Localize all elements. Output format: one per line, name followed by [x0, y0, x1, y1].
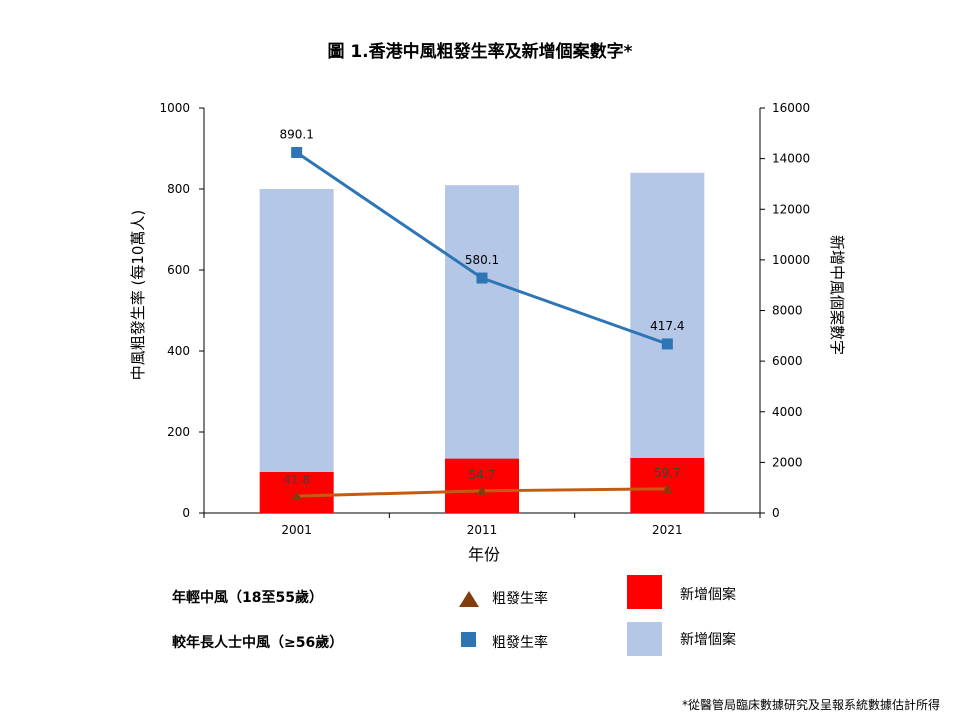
y-right-tick-label: 12000	[772, 202, 810, 216]
legend-line-label: 粗發生率	[492, 591, 548, 607]
square-marker-icon	[461, 632, 476, 647]
data-point-square	[476, 272, 488, 284]
y-right-tick-label: 2000	[772, 455, 803, 469]
data-label: 54.7	[469, 468, 496, 482]
legend-row-older: 較年長人士中風（≥56歲） 粗發生率 新增個案	[0, 620, 960, 660]
y-left-tick-label: 600	[167, 263, 190, 277]
legend-group-label: 較年長人士中風（≥56歲）	[172, 635, 344, 651]
y-right-tick-label: 0	[772, 506, 780, 520]
y-axis-right-label: 新增中風個案數字	[828, 235, 846, 355]
data-labels: 890.1 580.1 417.4 41.8 54.7 59.7	[279, 128, 684, 488]
data-point-triangle	[477, 485, 487, 495]
data-point-triangle	[662, 483, 673, 493]
x-axis-label: 年份	[468, 545, 500, 564]
legend-bar-swatch	[627, 622, 662, 656]
bar-segment	[630, 172, 705, 458]
y-right-tick-label: 8000	[772, 304, 803, 318]
legend-bar-label: 新增個案	[680, 587, 736, 603]
y-left-tick-label: 400	[167, 344, 190, 358]
y-right-tick-label: 16000	[772, 101, 810, 115]
x-tick-label: 2021	[652, 523, 683, 537]
triangle-marker-icon	[459, 591, 479, 607]
y-right-tick-label: 10000	[772, 253, 810, 267]
bar-segment	[445, 458, 519, 513]
y-right-tick-label: 14000	[772, 152, 810, 166]
legend-bar-label: 新增個案	[680, 632, 736, 648]
data-label: 580.1	[465, 253, 499, 267]
lines	[291, 147, 673, 501]
y-right-tick-label: 4000	[772, 405, 803, 419]
data-label: 59.7	[654, 466, 681, 480]
y-right-tick-label: 6000	[772, 354, 803, 368]
legend-row-young: 年輕中風（18至55歲） 粗發生率 新增個案	[0, 575, 960, 615]
data-point-triangle	[291, 491, 302, 501]
legend-bar-swatch	[627, 575, 662, 609]
bar-segment	[259, 189, 334, 472]
x-tick-label: 2001	[281, 523, 312, 537]
data-label: 41.8	[283, 473, 310, 487]
footnote: *從醫管局臨床數據研究及呈報系統數據估計所得	[681, 698, 940, 712]
bars	[259, 172, 705, 513]
legend-group-label: 年輕中風（18至55歲）	[172, 590, 323, 606]
y-left-tick-label: 200	[167, 425, 190, 439]
y-axis-left-label: 中風粗發生率 (每10萬人)	[129, 210, 147, 381]
bar-segment	[445, 185, 519, 459]
chart-title: 圖 1.香港中風粗發生率及新增個案數字*	[327, 41, 632, 62]
data-point-square	[661, 338, 673, 350]
y-left-tick-label: 0	[182, 506, 190, 520]
data-label: 417.4	[650, 319, 684, 333]
legend-line-label: 粗發生率	[492, 635, 548, 651]
y-left-tick-label: 800	[167, 182, 190, 196]
data-point-square	[291, 147, 303, 159]
axes: 0200400600800100002000400060008000100001…	[159, 101, 810, 537]
y-left-tick-label: 1000	[159, 101, 190, 115]
x-tick-label: 2011	[467, 523, 498, 537]
data-label: 890.1	[279, 128, 313, 142]
